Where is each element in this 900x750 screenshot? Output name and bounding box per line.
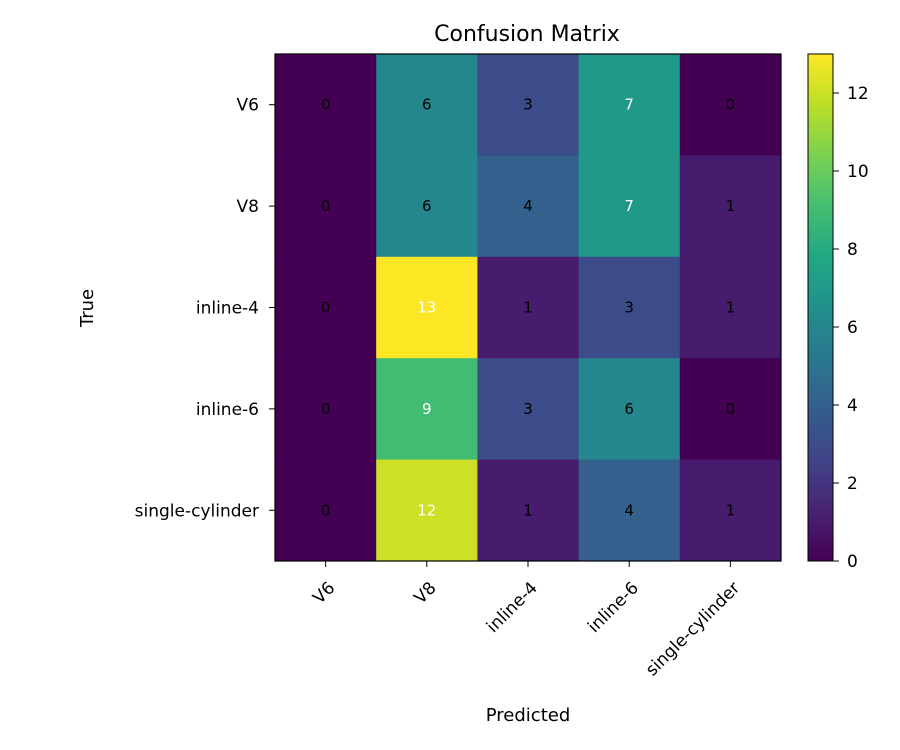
heatmap-cell [477, 358, 580, 461]
y-tick-label: inline-6 [196, 400, 259, 420]
cell-value-label: 6 [422, 96, 432, 114]
cell-value-label: 6 [624, 400, 634, 418]
y-tick-label: V6 [237, 96, 259, 116]
heatmap-cell [376, 54, 478, 156]
cell-value-label: 9 [422, 400, 432, 418]
cell-value-label: 6 [422, 197, 432, 215]
heatmap-cell [578, 54, 681, 156]
x-tick-label: V8 [411, 578, 441, 608]
heatmap-cell [376, 358, 478, 461]
y-tick-label: inline-4 [196, 299, 259, 319]
x-axis-label: Predicted [486, 705, 571, 726]
colorbar-tick-label: 12 [847, 84, 869, 104]
heatmap-cell [679, 256, 782, 359]
heatmap-cell [275, 358, 377, 461]
heatmap-cell [578, 459, 681, 562]
cell-value-label: 1 [523, 299, 533, 317]
cell-value-label: 1 [726, 197, 736, 215]
cell-value-label: 0 [321, 299, 331, 317]
heatmap-cell [578, 358, 681, 461]
cell-value-label: 3 [523, 400, 533, 418]
x-axis-ticks: V6 V8 inline-4 inline-6 single-cylinder [309, 561, 744, 680]
heatmap-cell [477, 54, 580, 156]
cell-value-label: 0 [726, 400, 736, 418]
heatmap-cell [679, 358, 782, 461]
cell-value-label: 4 [523, 197, 533, 215]
heatmap-cell [578, 155, 681, 258]
colorbar-ticks: 0 2 4 6 8 10 12 [833, 84, 869, 572]
cell-value-label: 3 [624, 299, 634, 317]
y-tick-label: V8 [237, 197, 259, 217]
cell-value-label: 12 [417, 501, 436, 519]
heatmap-cell [376, 256, 478, 359]
heatmap-cell [275, 155, 377, 258]
x-tick-label: inline-4 [483, 578, 542, 637]
cell-value-label: 0 [321, 197, 331, 215]
colorbar [807, 53, 834, 562]
colorbar-tick-label: 2 [847, 474, 858, 494]
cell-value-label: 4 [624, 501, 634, 519]
heatmap-cells [275, 54, 782, 562]
cell-value-label: 0 [321, 501, 331, 519]
cell-value-label: 3 [523, 96, 533, 114]
y-axis-ticks: V6 V8 inline-4 inline-6 single-cylinder [135, 96, 275, 521]
x-tick-label: V6 [309, 578, 339, 608]
colorbar-tick-label: 10 [847, 162, 869, 182]
chart-title: Confusion Matrix [434, 22, 620, 47]
cell-value-label: 0 [321, 400, 331, 418]
heatmap-cell [578, 256, 681, 359]
cell-value-label: 13 [417, 299, 436, 317]
y-tick-label: single-cylinder [135, 501, 259, 521]
heatmap-cell [275, 459, 377, 562]
cell-value-label: 1 [523, 501, 533, 519]
x-tick-label: single-cylinder [642, 578, 744, 680]
heatmap-cell [477, 256, 580, 359]
cell-value-label: 7 [624, 96, 634, 114]
heatmap-cell [477, 155, 580, 258]
colorbar-tick-label: 4 [847, 396, 858, 416]
heatmap-cell [376, 459, 478, 562]
colorbar-tick-label: 8 [847, 240, 858, 260]
heatmap-cell [679, 459, 782, 562]
heatmap-cell [679, 54, 782, 156]
cell-value-label: 7 [624, 197, 634, 215]
heatmap-cell [275, 256, 377, 359]
heatmap-cell-labels: 0 6 3 7 00 6 4 7 10 13 1 3 10 9 3 6 00 12 1 4 1 [321, 96, 735, 520]
y-axis-label: True [77, 289, 98, 328]
heatmap-cell [376, 155, 478, 258]
colorbar-tick-label: 6 [847, 318, 858, 338]
cell-value-label: 0 [726, 96, 736, 114]
colorbar-tick-label: 0 [847, 552, 858, 572]
cell-value-label: 1 [726, 501, 736, 519]
x-tick-label: inline-6 [584, 578, 643, 637]
heatmap-cell [275, 54, 377, 156]
heatmap-cell [679, 155, 782, 258]
cell-value-label: 1 [726, 299, 736, 317]
heatmap-cell [477, 459, 580, 562]
cell-value-label: 0 [321, 96, 331, 114]
